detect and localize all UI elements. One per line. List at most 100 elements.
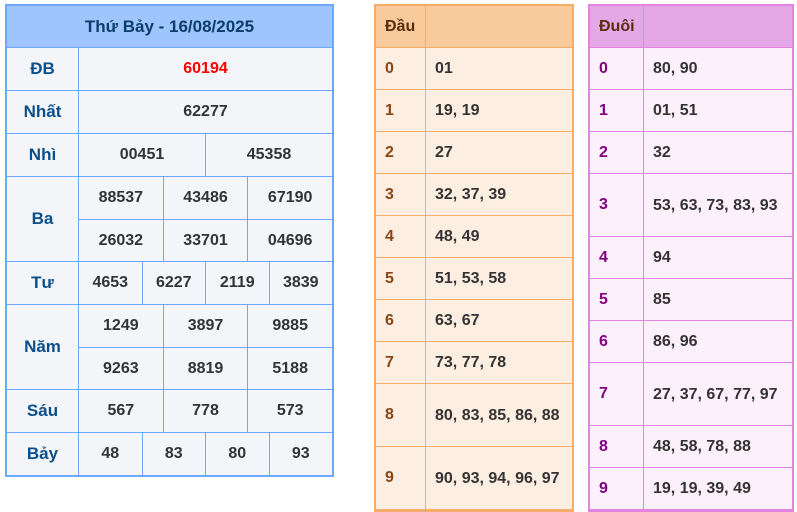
duoi-header-blank [644, 6, 792, 47]
prize-number: 67190 [267, 189, 313, 206]
prize-number: 4653 [79, 262, 143, 304]
prize-row: Tư 4653 6227 2119 3839 [7, 262, 332, 305]
prize-subrow: 48 83 80 93 [79, 433, 332, 475]
prize-number: 1249 [79, 305, 164, 347]
dau-digit: 1 [376, 90, 426, 131]
dau-numbers: 80, 83, 85, 86, 88 [435, 406, 560, 424]
dau-numbers: 01 [435, 60, 453, 77]
dau-row: 7 73, 77, 78 [376, 342, 572, 384]
duoi-digit: 1 [590, 90, 644, 131]
duoi-digit: 2 [590, 132, 644, 173]
dau-row: 6 63, 67 [376, 300, 572, 342]
dau-row: 3 32, 37, 39 [376, 174, 572, 216]
prize-row: Bảy 48 83 80 93 [7, 433, 332, 475]
prize-label: Nhì [7, 134, 79, 176]
dau-digit: 2 [376, 132, 426, 173]
duoi-digit: 6 [590, 321, 644, 362]
prize-label: Năm [7, 305, 79, 389]
prize-number: 26032 [79, 220, 164, 261]
dau-header-blank [426, 6, 572, 47]
prize-subrow: 62277 [79, 91, 332, 133]
dau-row: 8 80, 83, 85, 86, 88 [376, 384, 572, 447]
prize-number: 567 [79, 390, 164, 432]
duoi-numbers: 80, 90 [653, 60, 698, 77]
duoi-digit: 3 [590, 174, 644, 236]
dau-digit: 5 [376, 258, 426, 299]
prize-number: 3897 [164, 305, 249, 347]
duoi-numbers: 19, 19, 39, 49 [653, 480, 751, 497]
dau-row: 0 01 [376, 48, 572, 90]
dau-row: 1 19, 19 [376, 90, 572, 132]
prize-label: Tư [7, 262, 79, 304]
prize-number: 9885 [272, 317, 308, 334]
prize-number: 88537 [79, 177, 164, 219]
dau-numbers: 73, 77, 78 [435, 354, 507, 371]
prize-subrow: 1249 3897 9885 [79, 305, 332, 347]
prize-label: Ba [7, 177, 79, 261]
prize-subrow: 4653 6227 2119 3839 [79, 262, 332, 304]
prize-number: 2119 [206, 262, 270, 304]
special-prize-number: 60194 [183, 60, 228, 77]
dau-digit: 8 [376, 384, 426, 446]
prize-number: 80 [206, 433, 270, 475]
prize-number: 6227 [143, 262, 206, 304]
results-title: Thứ Bảy - 16/08/2025 [7, 6, 332, 48]
duoi-numbers: 85 [653, 291, 671, 308]
prize-values: 567 778 573 [79, 390, 332, 432]
duoi-row: 3 53, 63, 73, 83, 93 [590, 174, 792, 237]
prize-subrow: 9263 8819 5188 [79, 347, 332, 389]
prize-number: 8819 [164, 348, 249, 389]
duoi-numbers: 27, 37, 67, 77, 97 [653, 385, 778, 403]
dau-digit: 4 [376, 216, 426, 257]
prize-number: 9263 [79, 348, 164, 389]
dau-digit: 9 [376, 447, 426, 509]
prize-number: 00451 [79, 134, 206, 176]
duoi-digit: 5 [590, 279, 644, 320]
prize-values: 88537 43486 67190 26032 33701 04696 [79, 177, 332, 261]
duoi-header: Đuôi [590, 6, 644, 47]
duoi-numbers: 32 [653, 144, 671, 161]
prize-number: 93 [291, 445, 310, 462]
prize-values: 62277 [79, 91, 332, 133]
prize-row: Nhì 00451 45358 [7, 134, 332, 177]
dau-digit: 3 [376, 174, 426, 215]
prize-number: 778 [164, 390, 249, 432]
duoi-numbers: 53, 63, 73, 83, 93 [653, 196, 778, 214]
duoi-numbers: 94 [653, 249, 671, 266]
duoi-table: Đuôi 0 80, 90 1 01, 51 2 32 3 53, 63, 73, 83, 9… [588, 4, 794, 512]
dau-digit: 6 [376, 300, 426, 341]
prize-label: ĐB [7, 48, 79, 90]
dau-numbers: 90, 93, 94, 96, 97 [435, 469, 560, 487]
duoi-row: 6 86, 96 [590, 321, 792, 363]
prize-values: 1249 3897 9885 9263 8819 5188 [79, 305, 332, 389]
dau-digit: 0 [376, 48, 426, 89]
duoi-row: 4 94 [590, 237, 792, 279]
prize-number: 573 [276, 402, 304, 419]
duoi-digit: 9 [590, 468, 644, 509]
duoi-row: 2 32 [590, 132, 792, 174]
dau-row: 9 90, 93, 94, 96, 97 [376, 447, 572, 510]
prize-number: 3839 [282, 274, 319, 291]
dau-numbers: 51, 53, 58 [435, 270, 507, 287]
prize-number: 5188 [272, 359, 308, 377]
duoi-row: 5 85 [590, 279, 792, 321]
results-table: Thứ Bảy - 16/08/2025 ĐB 60194 Nhất 62277 Nhì… [5, 4, 334, 477]
dau-row: 5 51, 53, 58 [376, 258, 572, 300]
prize-row: Nhất 62277 [7, 91, 332, 134]
dau-digit: 7 [376, 342, 426, 383]
dau-numbers: 32, 37, 39 [435, 186, 507, 203]
dau-header-row: Đầu [376, 6, 572, 48]
duoi-header-row: Đuôi [590, 6, 792, 48]
dau-numbers: 19, 19 [435, 102, 480, 119]
prize-row: Năm 1249 3897 9885 9263 8819 5188 [7, 305, 332, 390]
prize-values: 60194 [79, 48, 332, 90]
dau-row: 4 48, 49 [376, 216, 572, 258]
duoi-numbers: 86, 96 [653, 333, 698, 350]
prize-subrow: 88537 43486 67190 [79, 177, 332, 219]
duoi-digit: 0 [590, 48, 644, 89]
prize-subrow: 567 778 573 [79, 390, 332, 432]
dau-row: 2 27 [376, 132, 572, 174]
prize-row: Sáu 567 778 573 [7, 390, 332, 433]
prize-number: 83 [143, 433, 206, 475]
prize-values: 4653 6227 2119 3839 [79, 262, 332, 304]
